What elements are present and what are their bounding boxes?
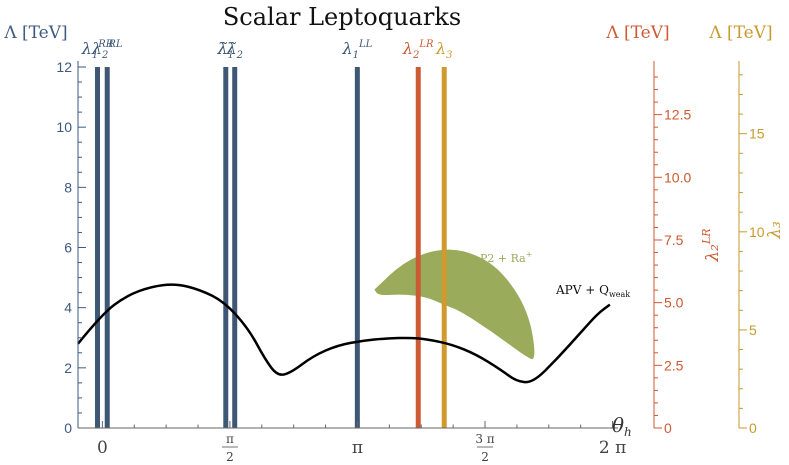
right-axis-tick-label: 5 xyxy=(749,322,757,338)
band-2 xyxy=(223,67,229,428)
x-tick-label-den: 2 xyxy=(481,450,489,464)
left-axis-tick-label: 4 xyxy=(64,300,72,316)
right-axis-tick-label: 10 xyxy=(749,224,765,240)
right-side-label: λ₃ xyxy=(765,221,785,240)
left-axis-tick-label: 12 xyxy=(56,59,72,75)
band-4 xyxy=(354,67,360,428)
bands xyxy=(94,67,447,428)
left-axis: 0 2 4 6 8 10 12 xyxy=(56,59,86,436)
x-axis-label: θh xyxy=(612,413,632,439)
x-tick-label-den: 2 xyxy=(226,450,234,464)
band-1 xyxy=(104,67,110,428)
region-label-0: P2 + Ra+ xyxy=(480,250,532,265)
x-tick-label: 2 π xyxy=(599,438,626,458)
band-6 xyxy=(441,67,447,428)
region-0 xyxy=(374,249,535,360)
x-tick-label: 0 xyxy=(97,438,108,458)
chart-title: Scalar Leptoquarks xyxy=(223,3,461,31)
mid-axis-tick-label: 10.0 xyxy=(664,169,691,185)
right-axis: 0 5 10 15 xyxy=(738,61,765,436)
x-tick-label-num: 3 π xyxy=(475,432,494,446)
band-label-1: λ2RL xyxy=(91,39,123,61)
mid-axis-tick-label: 7.5 xyxy=(664,232,684,248)
band-label-2: λ̃1 xyxy=(217,39,235,61)
mid-axis-tick-label: 12.5 xyxy=(664,107,691,123)
band-label-4: λ1LL xyxy=(341,39,372,61)
x-tick-label: π xyxy=(352,438,363,458)
x-axis: 0 π 2 π 3 π 2 2 π xyxy=(78,421,626,464)
left-axis-tick-label: 10 xyxy=(56,119,72,135)
right-axis-tick-label: 15 xyxy=(749,126,765,142)
mid-axis: 0 2.5 5.0 7.5 10.0 12.5 xyxy=(653,61,691,436)
mid-axis-label: Λ [TeV] xyxy=(605,23,669,43)
series-label-0: APV + Qweak xyxy=(555,283,630,299)
band-label-6: λ3 xyxy=(435,39,453,61)
right-axis-tick-label: 0 xyxy=(749,420,757,436)
mid-axis-tick-label: 0 xyxy=(664,420,672,436)
left-axis-tick-label: 6 xyxy=(64,240,72,256)
band-0 xyxy=(94,67,100,428)
band-3 xyxy=(232,67,238,428)
band-5 xyxy=(415,67,421,428)
left-axis-tick-label: 8 xyxy=(64,179,72,195)
left-axis-tick-label: 2 xyxy=(64,360,72,376)
regions xyxy=(374,249,535,360)
series-line-0 xyxy=(77,283,611,384)
left-axis-label: Λ [TeV] xyxy=(3,23,67,43)
right-axis-label: Λ [TeV] xyxy=(708,23,772,43)
x-tick-label-num: π xyxy=(226,432,234,446)
band-label-3: λ̃2 xyxy=(225,39,243,61)
mid-axis-tick-label: 5.0 xyxy=(664,295,684,311)
band-label-0: λ1RR xyxy=(81,39,114,61)
mid-axis-tick-label: 2.5 xyxy=(664,357,684,373)
left-axis-tick-label: 0 xyxy=(64,420,72,436)
band-label-5: λ2LR xyxy=(402,39,434,61)
series xyxy=(77,283,611,384)
mid-side-label: λ₂LR xyxy=(700,228,723,262)
